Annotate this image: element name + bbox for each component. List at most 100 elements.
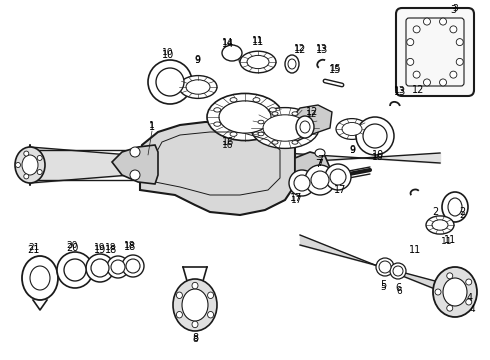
Ellipse shape	[456, 58, 463, 66]
Ellipse shape	[258, 132, 264, 136]
Ellipse shape	[176, 311, 182, 318]
Ellipse shape	[292, 112, 298, 116]
Text: 3: 3	[450, 5, 456, 15]
Text: 21: 21	[28, 243, 40, 252]
Text: 1: 1	[149, 122, 155, 132]
Text: 9: 9	[194, 55, 200, 65]
Ellipse shape	[214, 122, 221, 126]
Ellipse shape	[432, 220, 448, 230]
Ellipse shape	[64, 259, 86, 281]
Text: 2: 2	[432, 207, 438, 217]
Ellipse shape	[300, 121, 310, 133]
Ellipse shape	[289, 170, 315, 196]
Text: 10: 10	[162, 50, 174, 60]
Text: 9: 9	[349, 145, 355, 154]
Polygon shape	[112, 145, 158, 184]
Ellipse shape	[258, 120, 264, 124]
Ellipse shape	[57, 252, 93, 288]
Ellipse shape	[192, 282, 198, 289]
Ellipse shape	[230, 132, 237, 136]
Ellipse shape	[15, 147, 45, 183]
Ellipse shape	[440, 79, 446, 86]
Ellipse shape	[407, 58, 414, 66]
Ellipse shape	[296, 116, 314, 138]
Text: 19: 19	[94, 243, 106, 252]
Text: 5: 5	[380, 283, 386, 292]
Ellipse shape	[311, 171, 329, 189]
Ellipse shape	[86, 254, 114, 282]
Ellipse shape	[208, 292, 214, 298]
Text: 6: 6	[396, 287, 402, 296]
Ellipse shape	[336, 118, 368, 139]
Ellipse shape	[456, 39, 463, 46]
Text: 8: 8	[192, 336, 198, 345]
Ellipse shape	[443, 278, 467, 306]
Ellipse shape	[37, 156, 42, 161]
Polygon shape	[290, 105, 332, 142]
Ellipse shape	[247, 55, 269, 69]
Ellipse shape	[440, 18, 446, 25]
Text: 10: 10	[162, 48, 174, 57]
Text: 17: 17	[334, 185, 346, 195]
FancyBboxPatch shape	[396, 8, 474, 96]
Text: 4: 4	[469, 306, 475, 315]
Ellipse shape	[107, 256, 129, 278]
Ellipse shape	[253, 98, 260, 102]
Text: 21: 21	[27, 245, 39, 255]
Ellipse shape	[148, 60, 192, 104]
Ellipse shape	[450, 71, 457, 78]
Ellipse shape	[363, 124, 387, 148]
Ellipse shape	[376, 258, 394, 276]
Text: 7: 7	[317, 158, 323, 167]
Ellipse shape	[466, 299, 472, 305]
Text: 5: 5	[380, 280, 386, 290]
Ellipse shape	[450, 26, 457, 33]
Ellipse shape	[447, 305, 453, 311]
Ellipse shape	[130, 170, 140, 180]
Text: 12: 12	[412, 85, 424, 95]
Text: 10: 10	[372, 150, 384, 160]
Ellipse shape	[16, 162, 21, 167]
Ellipse shape	[222, 45, 242, 61]
Text: 2: 2	[459, 211, 465, 220]
Text: 13: 13	[316, 45, 328, 55]
Ellipse shape	[294, 175, 310, 191]
Ellipse shape	[379, 261, 391, 273]
Ellipse shape	[214, 108, 221, 112]
Ellipse shape	[272, 112, 278, 116]
Ellipse shape	[330, 169, 346, 185]
Ellipse shape	[130, 147, 140, 157]
Ellipse shape	[435, 289, 441, 295]
Polygon shape	[295, 152, 330, 182]
Ellipse shape	[269, 122, 276, 126]
Text: 2: 2	[459, 207, 465, 217]
Ellipse shape	[186, 80, 210, 94]
Ellipse shape	[306, 132, 312, 136]
Ellipse shape	[447, 273, 453, 279]
Ellipse shape	[179, 76, 217, 98]
Text: 13: 13	[394, 87, 406, 97]
Text: 11: 11	[441, 238, 453, 247]
Ellipse shape	[285, 55, 299, 73]
Ellipse shape	[393, 266, 403, 276]
Text: 18: 18	[105, 245, 117, 255]
Text: 18: 18	[124, 240, 136, 249]
Ellipse shape	[292, 141, 298, 144]
Text: 11: 11	[444, 235, 456, 245]
Ellipse shape	[126, 259, 140, 273]
Ellipse shape	[390, 263, 406, 279]
Ellipse shape	[423, 18, 431, 25]
Ellipse shape	[288, 59, 296, 69]
Text: 13: 13	[316, 44, 328, 53]
Text: 20: 20	[66, 243, 78, 253]
Text: 12: 12	[306, 107, 318, 117]
Ellipse shape	[315, 149, 325, 157]
Text: 17: 17	[290, 193, 302, 203]
Text: 7: 7	[317, 155, 323, 165]
Ellipse shape	[306, 120, 312, 124]
Ellipse shape	[240, 51, 276, 73]
Text: 9: 9	[194, 55, 200, 64]
Ellipse shape	[230, 98, 237, 102]
Text: 16: 16	[222, 137, 234, 147]
Text: 12: 12	[294, 45, 306, 55]
